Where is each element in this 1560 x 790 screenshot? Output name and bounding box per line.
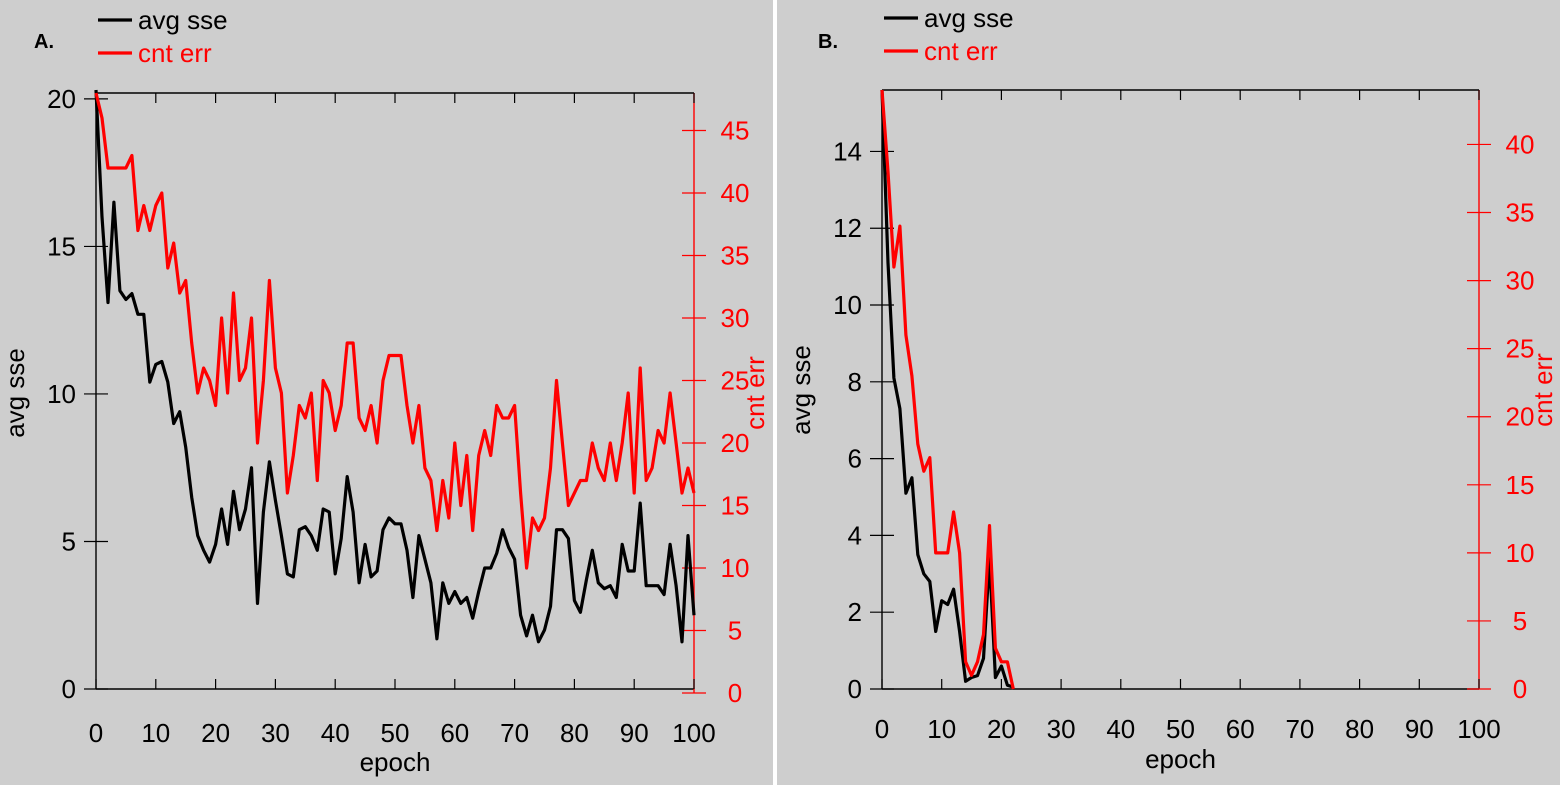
- chart-panel-1: 0 10 20 30 40 50 60 70 80 90 100 0 2 4 6 8 10 12 14 0 5 10 15 2…: [777, 0, 1560, 785]
- y-right-axis-title: cnt err: [740, 356, 770, 430]
- y-right-tick-label: 35: [1506, 198, 1535, 228]
- x-tick-label: 0: [875, 714, 889, 744]
- avg-sse-series-line: [94, 89, 696, 644]
- y-right-tick-label: 30: [721, 303, 750, 333]
- y-left-tick-label: 0: [62, 674, 76, 704]
- y-right-tick-label: 0: [1513, 674, 1527, 704]
- x-tick-label: 40: [1106, 714, 1135, 744]
- y-left-tick-label: 10: [833, 290, 862, 320]
- y-right-tick-label: 25: [721, 366, 750, 396]
- x-axis-title: epoch: [360, 747, 431, 777]
- panel-background: [0, 0, 773, 785]
- y-left-tick-label: 14: [833, 136, 862, 166]
- y-right-tick-label: 40: [1506, 129, 1535, 159]
- x-tick-label: 70: [1285, 714, 1314, 744]
- y-right-tick-label: 10: [1506, 538, 1535, 568]
- y-right-tick-label: 20: [1506, 402, 1535, 432]
- y-left-tick-label: 4: [848, 520, 862, 550]
- legend-label-cnt-err: cnt err: [138, 38, 212, 68]
- x-tick-label: 100: [672, 718, 715, 748]
- y-right-tick-label: 30: [1506, 266, 1535, 296]
- legend-label-cnt-err: cnt err: [924, 36, 998, 66]
- y-right-tick-label: 40: [721, 178, 750, 208]
- y-left-tick-label: 2: [848, 597, 862, 627]
- y-left-tick-label: 6: [848, 444, 862, 474]
- x-tick-label: 90: [620, 718, 649, 748]
- x-tick-label: 50: [1166, 714, 1195, 744]
- cnt-err-series-line: [880, 89, 1015, 690]
- panel-background: [777, 0, 1560, 785]
- y-right-tick-label: 20: [721, 428, 750, 458]
- y-left-tick-label: 15: [47, 231, 76, 261]
- x-tick-label: 70: [500, 718, 529, 748]
- y-right-tick-label: 10: [721, 553, 750, 583]
- chart-panel-0: 0 10 20 30 40 50 60 70 80 90 100 0 5 10 15 20 0 5 10 15 20 25…: [0, 0, 773, 785]
- y-right-tick-label: 5: [728, 616, 742, 646]
- y-right-tick-label: 15: [721, 491, 750, 521]
- x-tick-label: 80: [1345, 714, 1374, 744]
- x-tick-label: 30: [1047, 714, 1076, 744]
- x-tick-label: 20: [201, 718, 230, 748]
- y-left-tick-label: 0: [848, 674, 862, 704]
- x-tick-label: 30: [261, 718, 290, 748]
- y-right-axis-title: cnt err: [1528, 353, 1558, 427]
- x-tick-label: 100: [1457, 714, 1500, 744]
- cnt-err-series-line: [94, 92, 696, 570]
- x-tick-label: 20: [987, 714, 1016, 744]
- legend-label-avg-sse: avg sse: [924, 3, 1014, 33]
- x-tick-label: 60: [1226, 714, 1255, 744]
- x-tick-label: 90: [1405, 714, 1434, 744]
- panel-label: B.: [818, 31, 838, 53]
- x-tick-label: 0: [89, 718, 103, 748]
- x-tick-label: 60: [440, 718, 469, 748]
- y-right-tick-label: 35: [721, 241, 750, 271]
- x-tick-label: 10: [141, 718, 170, 748]
- y-left-axis-title: avg sse: [786, 345, 816, 435]
- x-axis-title: epoch: [1145, 744, 1216, 774]
- y-right-tick-label: 25: [1506, 334, 1535, 364]
- x-tick-label: 50: [381, 718, 410, 748]
- y-right-tick-label: 45: [721, 116, 750, 146]
- y-left-tick-label: 8: [848, 367, 862, 397]
- y-left-tick-label: 10: [47, 379, 76, 409]
- x-tick-label: 10: [927, 714, 956, 744]
- y-left-axis-title: avg sse: [0, 348, 30, 438]
- y-right-tick-label: 5: [1513, 606, 1527, 636]
- y-left-tick-label: 5: [62, 526, 76, 556]
- panel-label: A.: [34, 31, 54, 53]
- y-right-tick-label: 0: [728, 678, 742, 708]
- x-tick-label: 80: [560, 718, 589, 748]
- y-left-tick-label: 20: [47, 84, 76, 114]
- y-right-tick-label: 15: [1506, 470, 1535, 500]
- legend-label-avg-sse: avg sse: [138, 5, 228, 35]
- y-left-tick-label: 12: [833, 213, 862, 243]
- x-tick-label: 40: [321, 718, 350, 748]
